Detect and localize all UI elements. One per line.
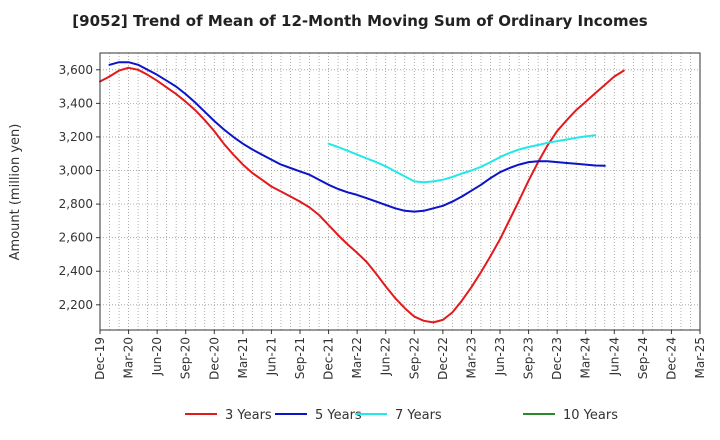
x-tick-label: Mar-24 bbox=[579, 337, 593, 378]
x-tick-label: Dec-21 bbox=[322, 337, 336, 380]
legend-label: 10 Years bbox=[563, 408, 618, 423]
y-tick-label: 2,200 bbox=[59, 298, 93, 312]
y-tick-label: 2,600 bbox=[59, 231, 93, 245]
y-tick-label: 3,400 bbox=[59, 96, 93, 110]
x-axis-ticks: Dec-19 Mar-20 Jun-20 Sep-20 Dec-20 Mar-21 Jun-… bbox=[93, 330, 707, 380]
x-tick-label: Dec-19 bbox=[93, 337, 107, 380]
x-tick-label: Sep-21 bbox=[293, 337, 307, 379]
series-line-7-years bbox=[327, 134, 597, 184]
plot-frame bbox=[99, 52, 701, 331]
x-tick-label: Mar-21 bbox=[236, 337, 250, 378]
legend-label: 3 Years bbox=[225, 408, 272, 423]
legend: 3 Years 5 Years 7 Years 10 Years bbox=[185, 408, 618, 423]
x-tick-label: Sep-22 bbox=[407, 337, 421, 379]
legend-label: 7 Years bbox=[395, 408, 442, 423]
x-tick-label: Mar-22 bbox=[350, 337, 364, 378]
series-line-3-years bbox=[99, 66, 625, 324]
x-tick-label: Dec-20 bbox=[207, 337, 221, 380]
y-axis-title: Amount (million yen) bbox=[8, 124, 23, 261]
x-tick-label: Jun-20 bbox=[150, 337, 164, 376]
x-tick-label: Sep-20 bbox=[179, 337, 193, 379]
x-tick-label: Jun-22 bbox=[379, 337, 393, 376]
chart-title: [9052] Trend of Mean of 12-Month Moving … bbox=[72, 12, 648, 30]
y-axis-ticks: 2,200 2,400 2,600 2,800 3,000 3,200 3,400 3,600 bbox=[59, 63, 100, 312]
series-layer bbox=[99, 61, 625, 324]
x-tick-label: Jun-24 bbox=[607, 337, 621, 376]
grid-layer bbox=[100, 53, 700, 330]
x-tick-label: Mar-20 bbox=[122, 337, 136, 378]
series-line-5-years bbox=[108, 61, 606, 213]
x-tick-label: Dec-24 bbox=[664, 337, 678, 380]
legend-item-7-years: 7 Years bbox=[355, 408, 442, 423]
legend-item-10-years: 10 Years bbox=[523, 408, 618, 423]
y-tick-label: 3,200 bbox=[59, 130, 93, 144]
x-tick-label: Mar-23 bbox=[464, 337, 478, 378]
x-tick-label: Dec-23 bbox=[550, 337, 564, 380]
x-tick-label: Jun-23 bbox=[493, 337, 507, 376]
x-tick-label: Mar-25 bbox=[693, 337, 707, 378]
x-tick-label: Dec-22 bbox=[436, 337, 450, 380]
y-tick-label: 2,400 bbox=[59, 264, 93, 278]
x-tick-label: Jun-21 bbox=[264, 337, 278, 376]
x-tick-label: Sep-23 bbox=[522, 337, 536, 379]
legend-item-3-years: 3 Years bbox=[185, 408, 272, 423]
y-tick-label: 2,800 bbox=[59, 197, 93, 211]
y-tick-label: 3,000 bbox=[59, 164, 93, 178]
legend-item-5-years: 5 Years bbox=[275, 408, 362, 423]
legend-label: 5 Years bbox=[315, 408, 362, 423]
y-tick-label: 3,600 bbox=[59, 63, 93, 77]
x-tick-label: Sep-24 bbox=[636, 337, 650, 379]
